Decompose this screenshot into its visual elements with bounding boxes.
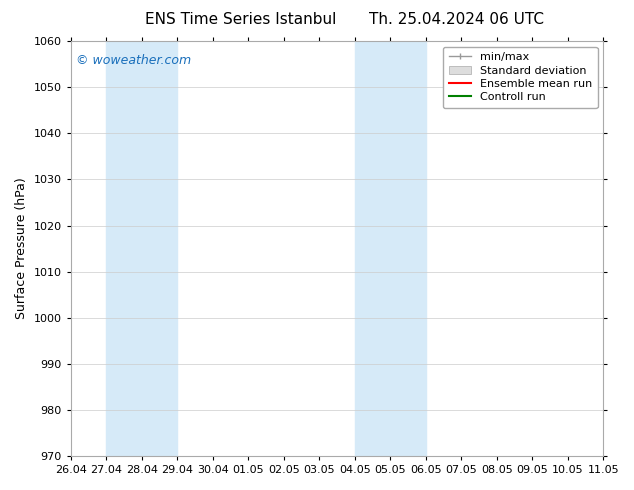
- Text: © woweather.com: © woweather.com: [76, 54, 191, 67]
- Bar: [142, 41, 178, 456]
- Legend: min/max, Standard deviation, Ensemble mean run, Controll run: min/max, Standard deviation, Ensemble me…: [443, 47, 598, 108]
- Text: ENS Time Series Istanbul: ENS Time Series Istanbul: [145, 12, 337, 27]
- Bar: [107, 41, 142, 456]
- Text: Th. 25.04.2024 06 UTC: Th. 25.04.2024 06 UTC: [369, 12, 544, 27]
- Bar: [354, 41, 390, 456]
- Bar: [390, 41, 425, 456]
- Y-axis label: Surface Pressure (hPa): Surface Pressure (hPa): [15, 178, 28, 319]
